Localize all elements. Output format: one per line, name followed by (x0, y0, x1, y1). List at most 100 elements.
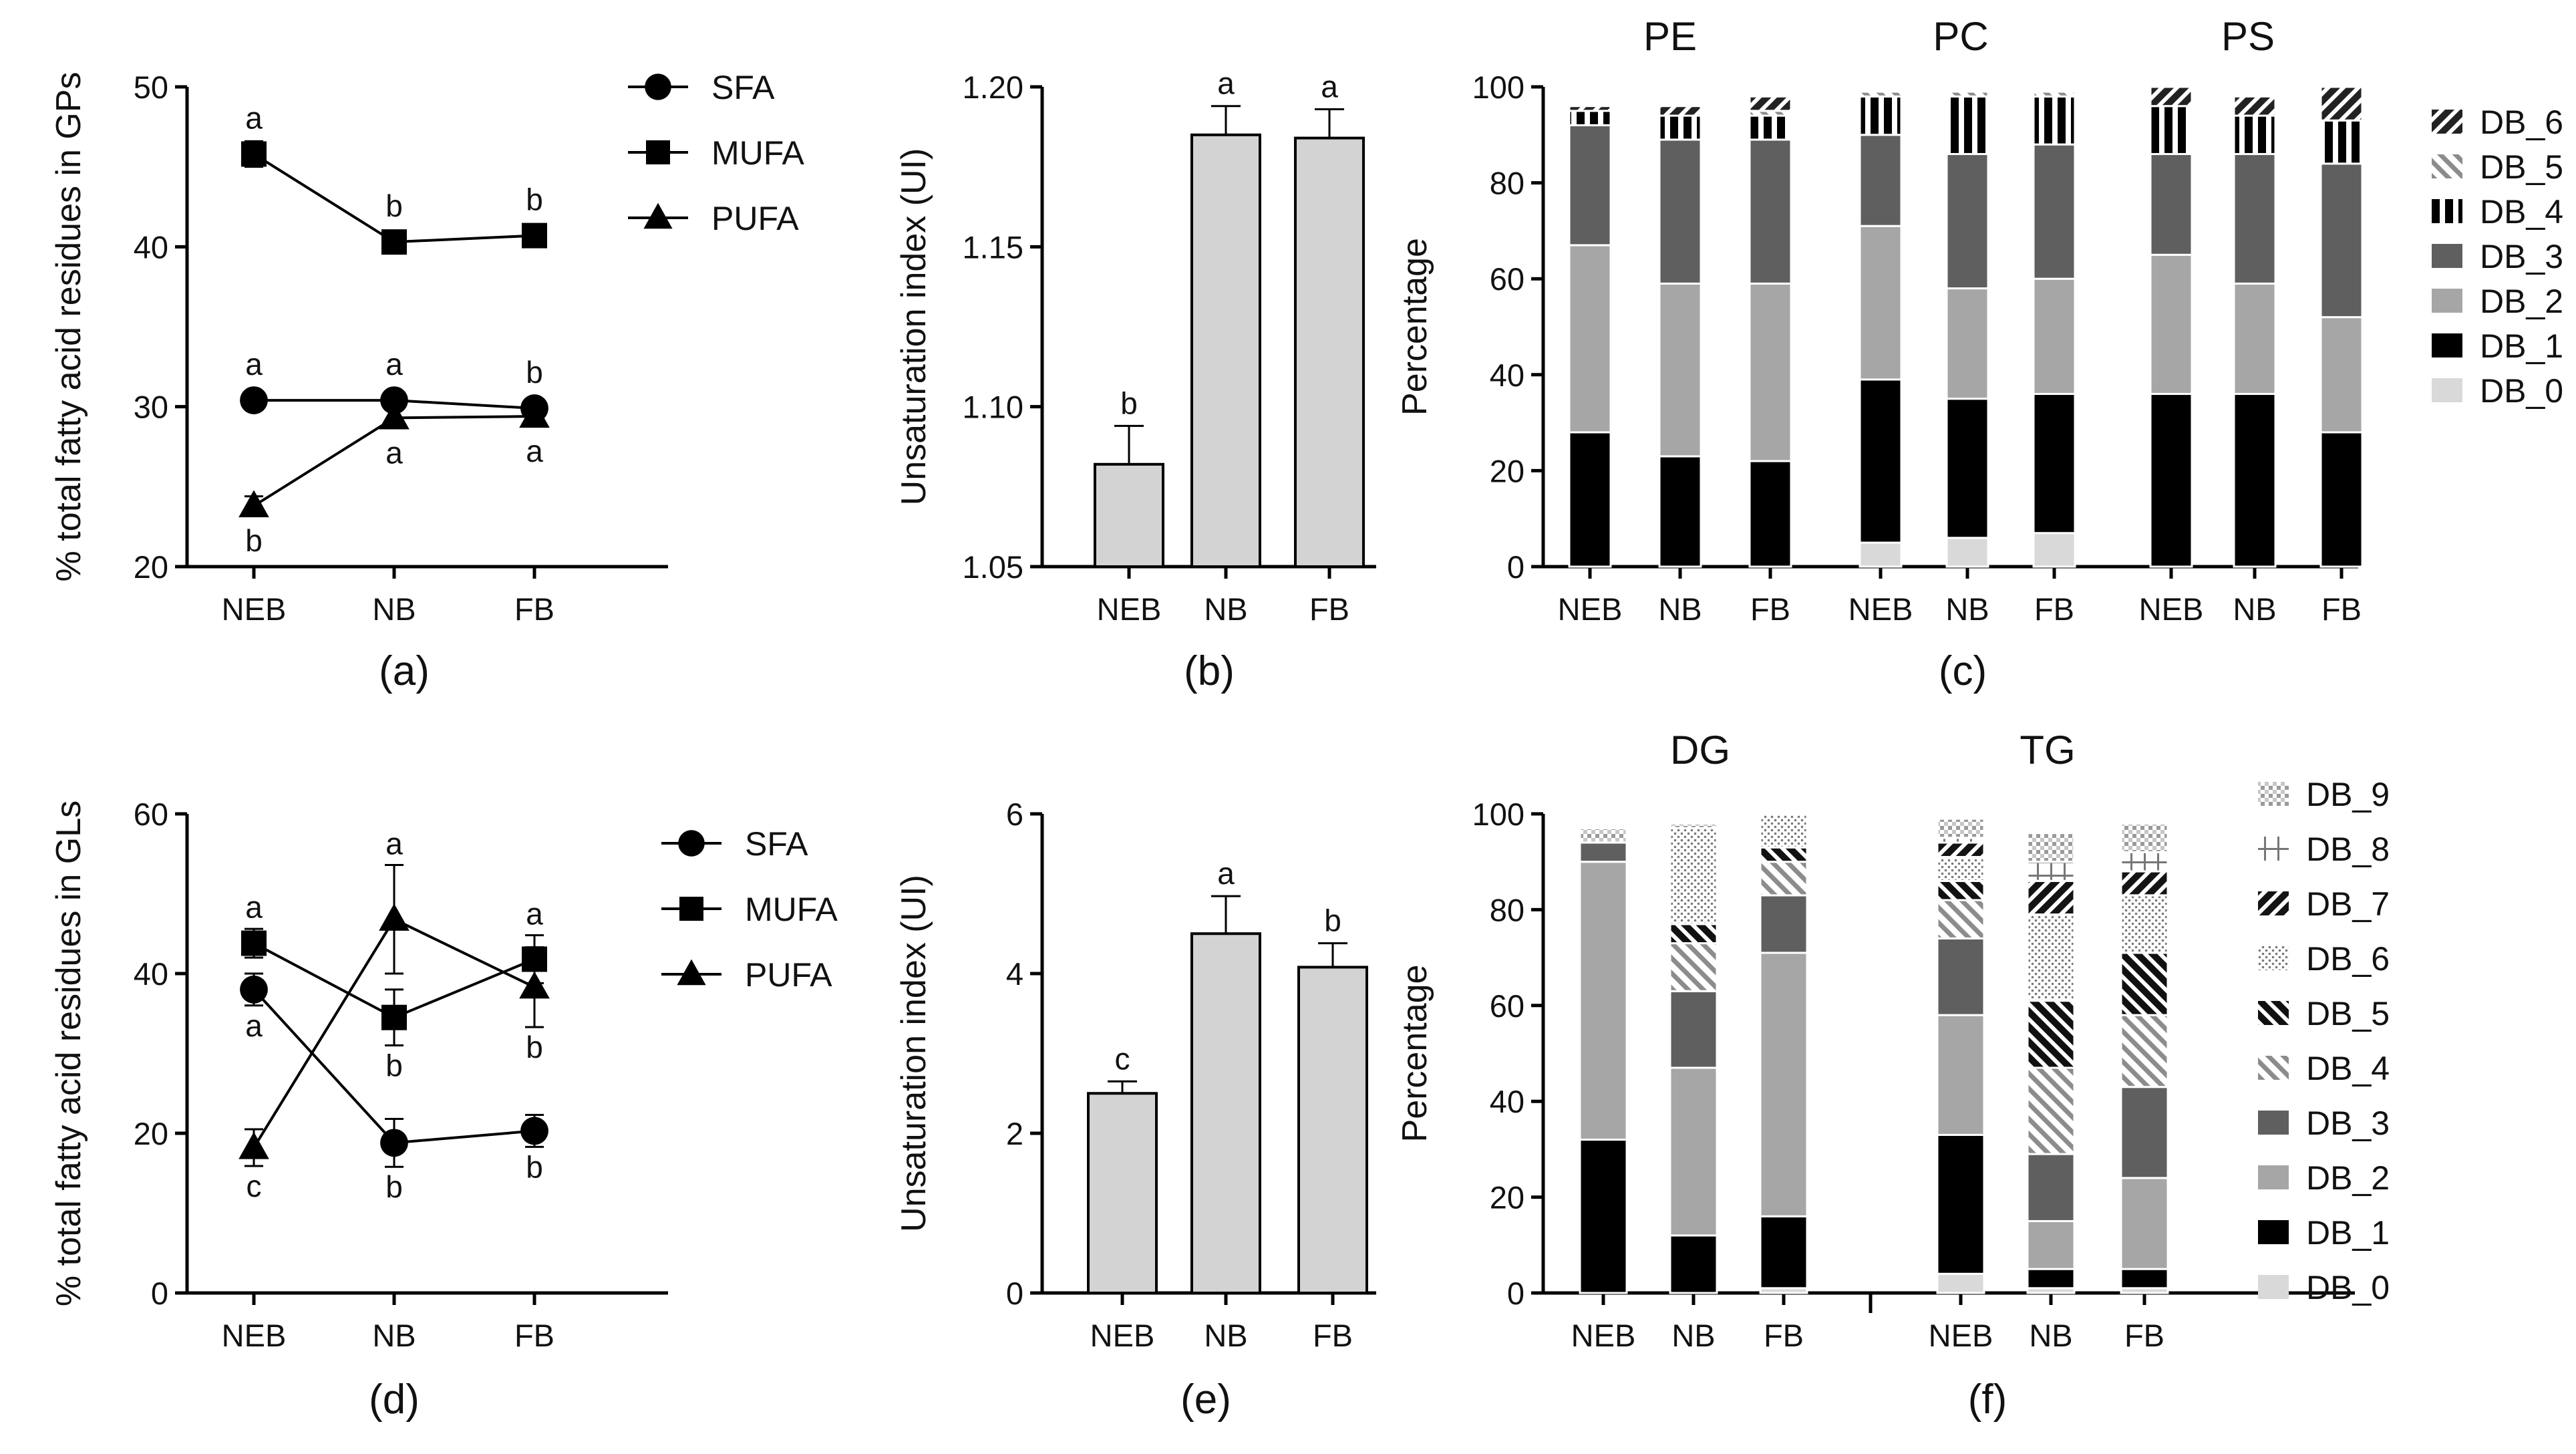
stack-segment-db_3 (2233, 153, 2277, 285)
legend-label: MUFA (711, 134, 805, 172)
stack-segment-db_4 (2026, 1066, 2076, 1155)
legend-swatch-db_6 (2258, 946, 2289, 970)
significance-letter: a (245, 890, 263, 925)
stack-segment-db_4 (1936, 899, 1985, 939)
x-tick-label: NB (372, 591, 416, 627)
y-tick-label: 1.05 (963, 549, 1023, 585)
stack-segment-db_1 (2319, 431, 2364, 568)
x-tick-label: FB (514, 591, 554, 627)
x-tick-label: NB (1671, 1318, 1715, 1353)
stack-segment-db_6 (1669, 827, 1718, 925)
group-title: PE (1643, 14, 1697, 59)
stack-segment-db_7 (2120, 870, 2169, 897)
x-tick-label: NB (2029, 1318, 2072, 1353)
stack-segment-db_5 (1859, 90, 1903, 98)
significance-letter: b (526, 1149, 543, 1184)
legend-swatch-db_3 (2432, 244, 2462, 268)
y-tick-label: 50 (134, 69, 168, 105)
y-tick-label: 20 (134, 1116, 168, 1151)
significance-letter: a (245, 1008, 263, 1043)
stack-segment-db_6 (1568, 105, 1612, 112)
panel-d: 0 20 40 60 % total fatty acid residues in GL… (49, 796, 838, 1423)
x-tick-label: NEB (222, 1318, 287, 1353)
stack-segment-db_5 (1945, 90, 1989, 98)
significance-letter: c (1115, 1041, 1130, 1076)
y-tick-label: 40 (1490, 357, 1524, 393)
significance-letter: a (1217, 66, 1235, 101)
legend-label: DB_1 (2306, 1214, 2390, 1252)
stack-segment-db_6 (2026, 913, 2076, 1002)
y-tick-label: 60 (134, 796, 168, 832)
stack-segment-db_2 (1579, 861, 1628, 1141)
stack-segment-db_3 (1669, 990, 1718, 1069)
y-tick-label: 20 (1490, 453, 1524, 488)
y-tick-label: 20 (1490, 1180, 1524, 1215)
stack-segment-db_3 (1568, 124, 1612, 247)
stack-segment-db_1 (1936, 1133, 1985, 1275)
x-tick-label: FB (2124, 1318, 2164, 1353)
significance-letter: a (385, 347, 403, 382)
stack-segment-db_4 (2149, 105, 2193, 156)
panel-b: 1.05 1.10 1.15 1.20 Unsaturation index (UI) (… (895, 66, 1376, 694)
stack-segment-db_6 (1658, 105, 1702, 117)
significance-letter: b (1120, 386, 1138, 420)
stack-segment-db_3 (1748, 138, 1792, 285)
legend-label: DB_0 (2306, 1269, 2390, 1306)
stack-segment-db_4 (1669, 942, 1718, 992)
y-tick-label: 1.15 (963, 229, 1023, 265)
y-tick-label: 60 (1490, 261, 1524, 297)
bar (1294, 136, 1365, 568)
legend-swatch-db_0 (2258, 1275, 2289, 1299)
legend-marker-sfa (678, 830, 705, 857)
stack-segment-db_3 (2319, 162, 2364, 319)
panel-a: 20 30 40 50 % total fatty acid residues in G… (49, 69, 805, 694)
legend-swatch-db_1 (2432, 333, 2462, 357)
panel-c: 0 20 40 60 80 100 Percentage (c) PE NEB NB FB PC NEB N… (1396, 14, 2563, 694)
legend-label: PUFA (745, 956, 832, 994)
legend-label: SFA (711, 69, 775, 106)
legend-label: DB_3 (2306, 1105, 2390, 1142)
legend-swatch-db_3 (2258, 1111, 2289, 1135)
y-axis-label: Unsaturation index (UI) (895, 875, 933, 1232)
stack-segment-db_0 (2032, 532, 2076, 568)
x-tick-label: FB (1764, 1318, 1804, 1353)
legend-label: MUFA (745, 891, 838, 928)
legend-label: DB_2 (2480, 283, 2563, 320)
legend-label: DB_2 (2306, 1159, 2390, 1197)
legend-marker-sfa (645, 74, 671, 100)
stack-segment-db_5 (1759, 846, 1808, 863)
y-tick-label: 2 (1006, 1116, 1023, 1151)
stack-segment-db_8 (2026, 861, 2076, 882)
stack-segment-db_4 (2319, 119, 2364, 165)
data-point-pufa (238, 490, 269, 518)
stack-segment-db_0 (1945, 537, 1989, 568)
stack-segment-db_5 (1936, 879, 1985, 901)
y-tick-label: 0 (1507, 1276, 1524, 1311)
stack-segment-db_3 (1759, 894, 1808, 954)
legend-swatch-db_2 (2432, 289, 2462, 313)
data-point-mufa (381, 1004, 407, 1030)
group-title: TG (2020, 728, 2075, 772)
stack-segment-db_4 (1759, 861, 1808, 897)
stack-segment-db_3 (1579, 841, 1628, 863)
x-tick-label: NB (1658, 591, 1702, 627)
x-tick-label: NEB (1090, 1318, 1155, 1353)
y-tick-label: 100 (1472, 69, 1524, 105)
legend-swatch-db_9 (2258, 782, 2289, 806)
stack-segment-db_1 (1669, 1234, 1718, 1294)
y-tick-label: 0 (151, 1276, 168, 1311)
stack-segment-db_2 (1859, 225, 1903, 381)
stack-segment-db_9 (1669, 822, 1718, 830)
significance-letter: a (385, 826, 403, 861)
stack-segment-db_1 (1759, 1215, 1808, 1290)
legend-swatch-db_7 (2258, 891, 2289, 915)
data-point-pufa (238, 1131, 269, 1159)
stack-segment-db_4 (2120, 1014, 2169, 1088)
legend-label: DB_0 (2480, 372, 2563, 410)
stack-segment-db_3 (1658, 138, 1702, 285)
legend-swatch-db_2 (2258, 1165, 2289, 1189)
stack-segment-db_6 (2120, 894, 2169, 954)
data-point-sfa (240, 976, 268, 1004)
data-point-mufa (381, 229, 407, 255)
x-tick-label: FB (1309, 591, 1349, 627)
